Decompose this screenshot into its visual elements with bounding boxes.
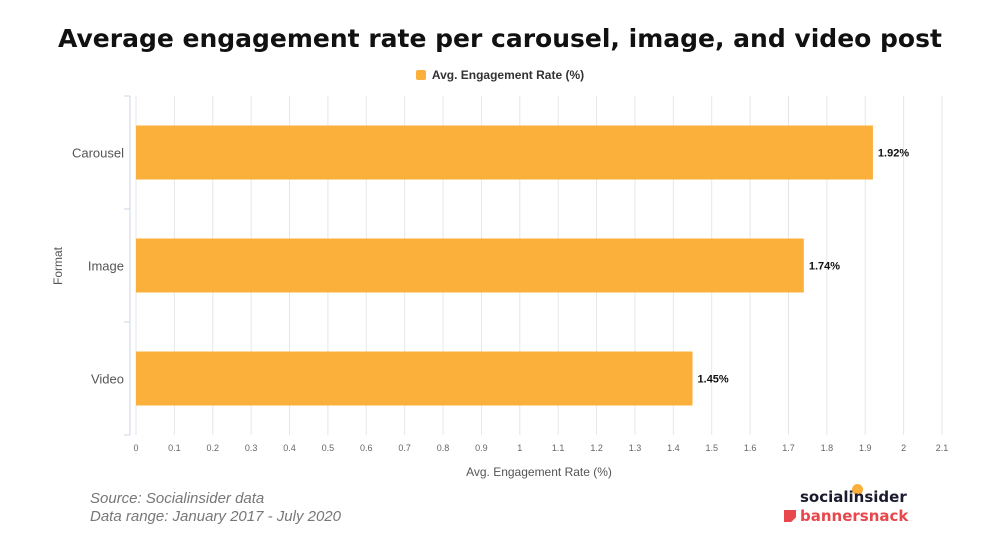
y-axis-title: Format — [51, 246, 65, 285]
x-tick-label: 2.1 — [936, 443, 949, 453]
x-tick-label: 0.3 — [245, 443, 258, 453]
x-tick-label: 0.8 — [437, 443, 450, 453]
x-axis-title: Avg. Engagement Rate (%) — [466, 465, 612, 479]
x-tick-label: 0.4 — [283, 443, 296, 453]
x-tick-label: 1.6 — [744, 443, 757, 453]
x-tick-label: 1.4 — [667, 443, 680, 453]
bar-carousel — [136, 125, 873, 180]
logo: socialinsider bannersnack — [784, 484, 914, 525]
x-tick-label: 1.7 — [782, 443, 795, 453]
socialinsider-logo: socialinsider — [800, 484, 907, 506]
x-tick-label: 0 — [133, 443, 138, 453]
x-tick-label: 0.6 — [360, 443, 373, 453]
x-tick-label: 1.5 — [705, 443, 718, 453]
x-tick-label: 1.8 — [821, 443, 834, 453]
data-label: 1.74% — [809, 261, 840, 273]
x-tick-label: 0.5 — [322, 443, 335, 453]
date-range-note: Data range: January 2017 - July 2020 — [90, 508, 341, 525]
bar-image — [136, 238, 804, 293]
y-tick-label: Image — [88, 259, 124, 274]
x-tick-label: 0.7 — [398, 443, 411, 453]
bannersnack-icon — [784, 510, 796, 522]
x-tick-label: 0.9 — [475, 443, 488, 453]
x-tick-label: 1.2 — [590, 443, 603, 453]
x-tick-label: 2 — [901, 443, 906, 453]
bar-video — [136, 351, 693, 406]
source-note: Source: Socialinsider data — [90, 490, 265, 507]
data-label: 1.92% — [878, 148, 909, 160]
bannersnack-logo: bannersnack — [784, 507, 914, 525]
data-label: 1.45% — [698, 374, 729, 386]
y-tick-label: Carousel — [72, 146, 124, 161]
x-tick-label: 1.9 — [859, 443, 872, 453]
legend-swatch — [415, 70, 426, 80]
x-tick-label: 1.3 — [629, 443, 642, 453]
legend[interactable]: Avg. Engagement Rate (%) — [0, 68, 1000, 82]
x-tick-label: 0.2 — [207, 443, 220, 453]
x-tick-label: 1 — [517, 443, 522, 453]
y-tick-label: Video — [91, 372, 124, 387]
x-tick-label: 0.1 — [168, 443, 181, 453]
legend-label: Avg. Engagement Rate (%) — [431, 68, 585, 82]
chart-title: Average engagement rate per carousel, im… — [58, 24, 942, 53]
x-tick-label: 1.1 — [552, 443, 565, 453]
